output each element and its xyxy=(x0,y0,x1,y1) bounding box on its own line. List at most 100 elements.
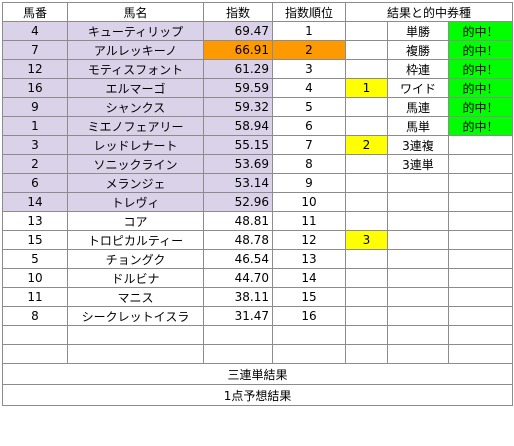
index-score-cell[interactable]: 48.78 xyxy=(203,230,273,250)
horse-number-cell[interactable]: 4 xyxy=(2,21,68,41)
bet-type-cell[interactable]: 馬連 xyxy=(387,97,449,117)
index-rank-cell[interactable]: 10 xyxy=(272,192,346,212)
bet-type-cell[interactable]: 単勝 xyxy=(387,21,449,41)
index-rank-cell[interactable] xyxy=(272,344,346,364)
one-point-prediction-cell[interactable]: 1点予想結果 xyxy=(1,384,514,406)
index-rank-cell[interactable]: 14 xyxy=(272,268,346,288)
horse-number-cell[interactable]: 16 xyxy=(2,78,68,98)
horse-name-cell[interactable]: シャンクス xyxy=(67,97,204,117)
pick-mark-cell[interactable] xyxy=(345,325,388,345)
hit-status-cell[interactable]: 的中！ xyxy=(447,59,514,79)
horse-name-cell[interactable]: レッドレナート xyxy=(67,135,204,155)
bet-type-cell[interactable] xyxy=(387,268,449,288)
index-score-cell[interactable]: 59.32 xyxy=(203,97,273,117)
pick-mark-cell[interactable]: 1 xyxy=(345,78,388,98)
horse-name-cell[interactable]: ソニックライン xyxy=(67,154,204,174)
index-rank-cell[interactable]: 3 xyxy=(272,59,346,79)
pick-mark-cell[interactable]: 2 xyxy=(345,135,388,155)
index-score-cell[interactable] xyxy=(203,325,273,345)
index-rank-cell[interactable]: 15 xyxy=(272,287,346,307)
index-score-cell[interactable]: 58.94 xyxy=(203,116,273,136)
horse-name-cell[interactable]: チョングク xyxy=(67,249,204,269)
pick-mark-cell[interactable] xyxy=(345,40,388,60)
bet-type-cell[interactable] xyxy=(387,211,449,231)
pick-mark-cell[interactable] xyxy=(345,249,388,269)
pick-mark-cell[interactable] xyxy=(345,306,388,326)
index-rank-cell[interactable]: 6 xyxy=(272,116,346,136)
pick-mark-cell[interactable] xyxy=(345,192,388,212)
pick-mark-cell[interactable]: 3 xyxy=(345,230,388,250)
header-result-bet-types[interactable]: 結果と的中券種 xyxy=(344,2,514,22)
pick-mark-cell[interactable] xyxy=(345,344,388,364)
horse-number-cell[interactable]: 8 xyxy=(2,306,68,326)
horse-number-cell[interactable]: 10 xyxy=(2,268,68,288)
pick-mark-cell[interactable] xyxy=(345,154,388,174)
bet-type-cell[interactable]: 複勝 xyxy=(387,40,449,60)
pick-mark-cell[interactable] xyxy=(345,173,388,193)
horse-name-cell[interactable]: ドルビナ xyxy=(67,268,204,288)
horse-name-cell[interactable]: メランジェ xyxy=(67,173,204,193)
bet-type-cell[interactable]: 3連単 xyxy=(387,154,449,174)
horse-number-cell[interactable]: 1 xyxy=(2,116,68,136)
hit-status-cell[interactable]: 的中！ xyxy=(447,40,514,60)
horse-name-cell[interactable]: キューティリップ xyxy=(67,21,204,41)
horse-number-cell[interactable]: 2 xyxy=(2,154,68,174)
trifecta-result-cell[interactable]: 三連単結果 xyxy=(1,363,514,385)
index-rank-cell[interactable]: 13 xyxy=(272,249,346,269)
bet-type-cell[interactable] xyxy=(387,325,449,345)
pick-mark-cell[interactable] xyxy=(345,116,388,136)
bet-type-cell[interactable]: 枠連 xyxy=(387,59,449,79)
hit-status-cell[interactable] xyxy=(447,154,514,174)
bet-type-cell[interactable]: 3連複 xyxy=(387,135,449,155)
horse-number-cell[interactable] xyxy=(2,344,68,364)
horse-number-cell[interactable] xyxy=(2,325,68,345)
pick-mark-cell[interactable] xyxy=(345,97,388,117)
hit-status-cell[interactable] xyxy=(447,249,514,269)
index-score-cell[interactable]: 52.96 xyxy=(203,192,273,212)
index-score-cell[interactable]: 44.70 xyxy=(203,268,273,288)
index-rank-cell[interactable]: 12 xyxy=(272,230,346,250)
pick-mark-cell[interactable] xyxy=(345,21,388,41)
horse-number-cell[interactable]: 9 xyxy=(2,97,68,117)
bet-type-cell[interactable]: ワイド xyxy=(387,78,449,98)
bet-type-cell[interactable] xyxy=(387,192,449,212)
header-index-rank[interactable]: 指数順位 xyxy=(272,2,346,22)
index-score-cell[interactable]: 38.11 xyxy=(203,287,273,307)
horse-name-cell[interactable]: シークレットイスラ xyxy=(67,306,204,326)
bet-type-cell[interactable] xyxy=(387,306,449,326)
index-score-cell[interactable]: 46.54 xyxy=(203,249,273,269)
horse-number-cell[interactable]: 13 xyxy=(2,211,68,231)
pick-mark-cell[interactable] xyxy=(345,287,388,307)
horse-name-cell[interactable]: アルレッキーノ xyxy=(67,40,204,60)
bet-type-cell[interactable] xyxy=(387,249,449,269)
index-rank-cell[interactable]: 4 xyxy=(272,78,346,98)
hit-status-cell[interactable] xyxy=(447,306,514,326)
index-rank-cell[interactable]: 5 xyxy=(272,97,346,117)
header-horse-number[interactable]: 馬番 xyxy=(2,2,68,22)
horse-name-cell[interactable]: トレヴィ xyxy=(67,192,204,212)
bet-type-cell[interactable] xyxy=(387,344,449,364)
bet-type-cell[interactable] xyxy=(387,173,449,193)
index-score-cell[interactable]: 55.15 xyxy=(203,135,273,155)
horse-name-cell[interactable]: トロピカルティー xyxy=(67,230,204,250)
index-rank-cell[interactable] xyxy=(272,325,346,345)
index-rank-cell[interactable]: 7 xyxy=(272,135,346,155)
index-score-cell[interactable]: 61.29 xyxy=(203,59,273,79)
bet-type-cell[interactable] xyxy=(387,230,449,250)
hit-status-cell[interactable] xyxy=(447,135,514,155)
hit-status-cell[interactable]: 的中！ xyxy=(447,78,514,98)
horse-number-cell[interactable]: 5 xyxy=(2,249,68,269)
hit-status-cell[interactable] xyxy=(447,287,514,307)
hit-status-cell[interactable] xyxy=(447,268,514,288)
hit-status-cell[interactable] xyxy=(447,325,514,345)
hit-status-cell[interactable]: 的中！ xyxy=(447,97,514,117)
pick-mark-cell[interactable] xyxy=(345,211,388,231)
index-score-cell[interactable]: 31.47 xyxy=(203,306,273,326)
bet-type-cell[interactable]: 馬単 xyxy=(387,116,449,136)
hit-status-cell[interactable] xyxy=(447,192,514,212)
index-rank-cell[interactable]: 16 xyxy=(272,306,346,326)
horse-number-cell[interactable]: 11 xyxy=(2,287,68,307)
hit-status-cell[interactable] xyxy=(447,230,514,250)
index-score-cell[interactable]: 59.59 xyxy=(203,78,273,98)
horse-number-cell[interactable]: 14 xyxy=(2,192,68,212)
